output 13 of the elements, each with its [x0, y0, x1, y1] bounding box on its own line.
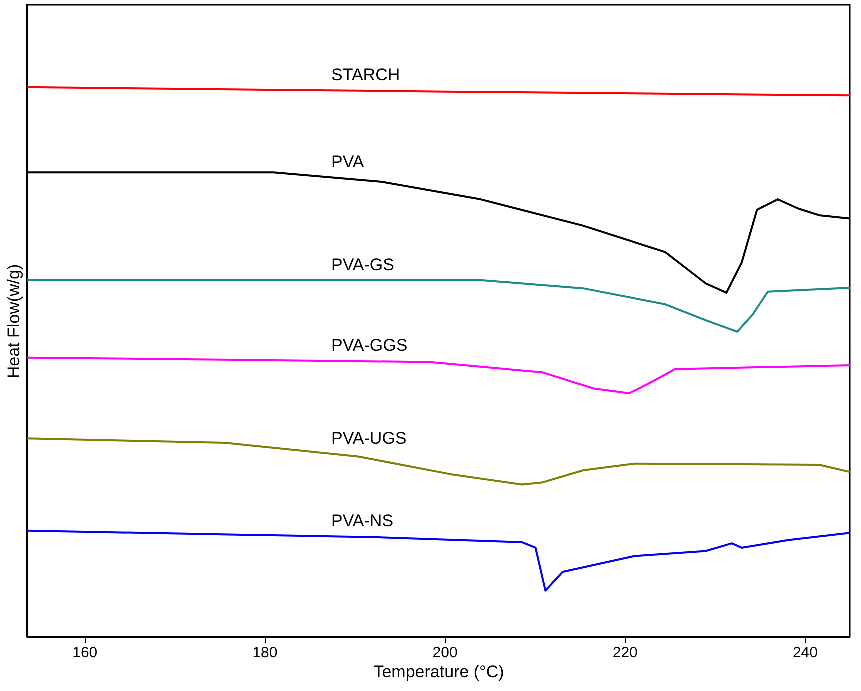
- x-tick-label: 160: [72, 644, 98, 662]
- series-label: PVA-GS: [332, 255, 394, 274]
- x-tick-label: 200: [432, 644, 458, 662]
- x-axis-title: Temperature (°C): [374, 662, 504, 682]
- y-axis-title: Heat Flow(w/g): [4, 264, 24, 379]
- series-label: PVA-NS: [332, 512, 394, 531]
- x-tick-label: 220: [612, 644, 638, 662]
- series-label: STARCH: [332, 66, 400, 85]
- x-tick-label: 240: [792, 644, 818, 662]
- series-label: PVA-UGS: [332, 428, 407, 448]
- series-label: PVA: [332, 152, 365, 172]
- x-tick-label: 180: [252, 644, 278, 662]
- series-label: PVA-GGS: [332, 336, 408, 356]
